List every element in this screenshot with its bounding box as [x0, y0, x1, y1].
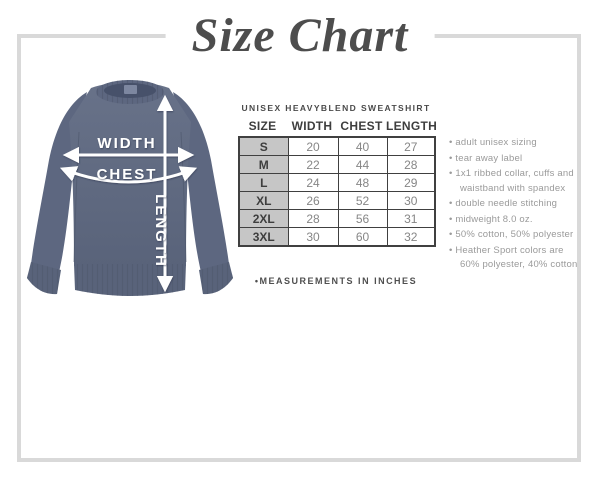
data-cell: 30: [386, 191, 436, 210]
data-cell: 44: [337, 155, 388, 174]
size-table: S 20 40 27 M 22 44 28 L 24 48 29: [238, 136, 436, 247]
feature-item: 50% cotton, 50% polyester: [449, 228, 581, 243]
table-row: 3XL 30 60 32: [238, 227, 436, 247]
data-cell: 26: [287, 191, 339, 210]
right-cuff-rib: [199, 262, 233, 295]
data-cell: 60: [337, 227, 388, 247]
feature-list: adult unisex sizing tear away label 1x1 …: [449, 136, 581, 274]
data-cell: 40: [337, 136, 388, 156]
page-title: Size Chart: [165, 0, 435, 76]
data-cell: 24: [287, 173, 339, 192]
data-cell: 28: [386, 155, 436, 174]
feature-item: adult unisex sizing: [449, 136, 581, 151]
sweatshirt-graphic: [27, 80, 233, 296]
data-cell: 28: [287, 209, 339, 228]
size-cell: M: [238, 155, 289, 174]
column-header-size: SIZE: [248, 119, 277, 133]
size-cell: XL: [238, 191, 289, 210]
neck-tag: [124, 85, 137, 94]
data-cell: 48: [337, 173, 388, 192]
table-row: XL 26 52 30: [238, 191, 436, 210]
data-cell: 31: [386, 209, 436, 228]
length-label: LENGTH: [152, 194, 169, 268]
data-cell: 56: [337, 209, 388, 228]
size-cell: 2XL: [238, 209, 289, 228]
sweatshirt-image: WIDTH CHEST LENGTH: [27, 80, 233, 296]
feature-item: tear away label: [449, 152, 581, 167]
data-cell: 20: [287, 136, 339, 156]
table-row: 2XL 28 56 31: [238, 209, 436, 228]
data-cell: 29: [386, 173, 436, 192]
size-cell: 3XL: [238, 227, 289, 247]
table-row: M 22 44 28: [238, 155, 436, 174]
measurement-arrows: [59, 94, 198, 293]
chest-label: CHEST: [97, 166, 158, 183]
table-row: S 20 40 27: [238, 136, 436, 156]
column-header-chest: CHEST: [340, 119, 383, 133]
width-label: WIDTH: [97, 135, 156, 152]
data-cell: 32: [386, 227, 436, 247]
measurements-note: •MEASUREMENTS IN INCHES: [254, 276, 418, 286]
sweatshirt-diagram: WIDTH CHEST LENGTH: [25, 78, 235, 303]
feature-item: Heather Sport colors are 60% polyester, …: [449, 244, 581, 273]
data-cell: 27: [386, 136, 436, 156]
size-cell: L: [238, 173, 289, 192]
feature-item: 1x1 ribbed collar, cuffs and waistband w…: [449, 167, 581, 196]
product-heading: UNISEX HEAVYBLEND SWEATSHIRT: [241, 103, 431, 113]
data-cell: 52: [337, 191, 388, 210]
table-header-row: SIZE WIDTH CHEST LENGTH: [238, 119, 438, 133]
chest-arrow: [59, 166, 198, 184]
feature-item: midweight 8.0 oz.: [449, 213, 581, 228]
waistband-rib: [74, 264, 186, 296]
data-cell: 22: [287, 155, 339, 174]
feature-item: double needle stitching: [449, 197, 581, 212]
data-cell: 30: [287, 227, 339, 247]
size-cell: S: [238, 136, 289, 156]
column-header-length: LENGTH: [386, 119, 438, 133]
size-table-section: UNISEX HEAVYBLEND SWEATSHIRT SIZE WIDTH …: [238, 103, 438, 247]
column-header-width: WIDTH: [291, 119, 333, 133]
table-row: L 24 48 29: [238, 173, 436, 192]
left-cuff-rib: [27, 262, 61, 295]
